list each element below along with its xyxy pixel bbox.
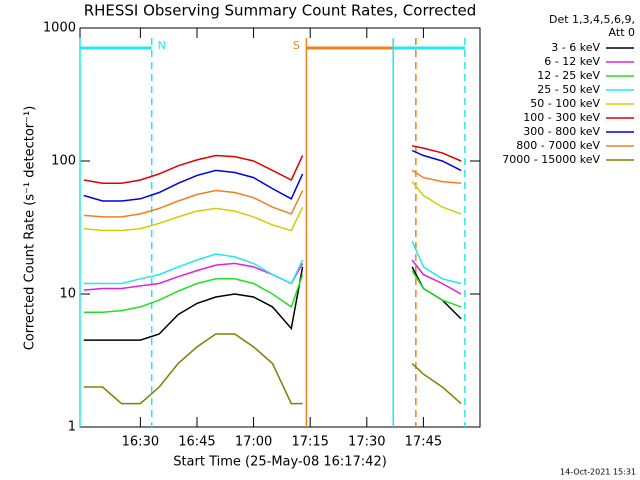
series-line	[83, 145, 462, 185]
series-line	[83, 181, 462, 232]
y-tick-label: 100	[51, 154, 76, 169]
y-tick-label: 10	[59, 287, 76, 302]
legend-label: 800 - 7000 keV	[516, 139, 600, 152]
x-tick-label: 17:00	[235, 435, 272, 450]
series-line	[83, 240, 462, 285]
y-tick-label: 1	[68, 420, 76, 435]
legend-label: 12 - 25 keV	[537, 69, 600, 82]
legend-header: Det 1,3,4,5,6,9,	[549, 13, 635, 26]
legend-label: 50 - 100 keV	[530, 97, 600, 110]
series-line	[83, 333, 462, 405]
x-tick-label: 16:45	[178, 435, 215, 450]
legend-label: 100 - 300 keV	[523, 111, 600, 124]
x-tick-label: 16:30	[122, 435, 159, 450]
interval-label: N	[158, 39, 166, 52]
legend-label: 25 - 50 keV	[537, 83, 600, 96]
footer: 14-Oct-2021 15:31	[560, 468, 636, 477]
chart-title: RHESSI Observing Summary Count Rates, Co…	[84, 2, 477, 20]
x-tick-label: 17:45	[405, 435, 442, 450]
legend-label: 7000 - 15000 keV	[502, 153, 600, 166]
y-axis-label: Corrected Count Rate (s⁻¹ detector⁻¹)	[23, 106, 38, 351]
x-tick-label: 17:30	[348, 435, 385, 450]
interval-label: S	[293, 39, 300, 52]
series-line	[83, 169, 462, 218]
x-axis-label: Start Time (25-May-08 16:17:42)	[173, 455, 387, 470]
series-line	[83, 270, 462, 313]
legend-label: 300 - 800 keV	[523, 125, 600, 138]
y-tick-label: 1000	[43, 21, 76, 36]
legend-label: 3 - 6 keV	[551, 41, 600, 54]
legend-label: 6 - 12 keV	[544, 55, 600, 68]
x-tick-label: 17:15	[291, 435, 328, 450]
series-line	[83, 149, 462, 202]
legend-header: Att 0	[609, 26, 635, 39]
